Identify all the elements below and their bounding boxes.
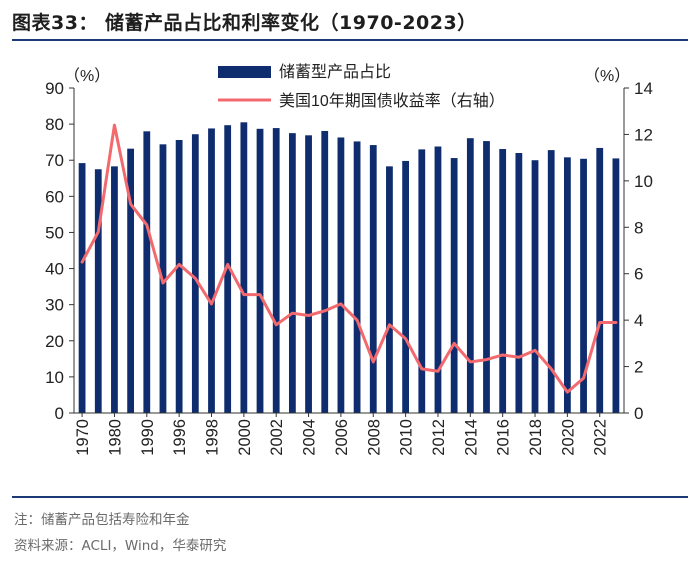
left-tick-label: 30 <box>45 296 64 315</box>
chart-title: 图表33： 储蓄产品占比和利率变化（1970-2023） <box>12 12 477 34</box>
legend-bar-swatch <box>218 66 271 78</box>
x-tick-label: 2004 <box>301 419 319 456</box>
bar-2008 <box>369 145 377 413</box>
footnote: 注：储蓄产品包括寿险和年金 <box>14 512 190 528</box>
left-tick-label: 70 <box>45 151 64 170</box>
bar-2009 <box>386 166 393 413</box>
bar-1970 <box>78 163 86 413</box>
x-tick-label: 2018 <box>527 419 545 456</box>
x-tick-label: 2010 <box>398 419 416 456</box>
bar-2017 <box>515 153 523 413</box>
bar-1996 <box>175 140 183 413</box>
bar-2007 <box>353 141 361 413</box>
legend-bar-label: 储蓄型产品占比 <box>279 63 391 81</box>
bar-2019 <box>547 150 555 414</box>
right-tick-label: 10 <box>634 172 653 191</box>
x-tick-label: 2022 <box>592 419 610 456</box>
bar-2012 <box>434 146 442 413</box>
left-tick-label: 10 <box>45 368 64 387</box>
x-tick-label: 2012 <box>430 419 448 456</box>
right-tick-label: 2 <box>634 358 643 377</box>
yield-line <box>80 123 618 394</box>
bar-1990 <box>143 131 151 413</box>
left-tick-label: 40 <box>45 260 64 279</box>
right-tick-label: 12 <box>634 125 653 144</box>
bar-2001 <box>256 128 264 413</box>
right-tick-label: 6 <box>634 265 643 284</box>
left-tick-label: 50 <box>45 223 64 242</box>
x-tick-label: 1980 <box>106 419 124 456</box>
bar-1998 <box>208 128 215 413</box>
bar-2021 <box>580 158 587 413</box>
line-layer <box>80 123 618 394</box>
bar-2010 <box>402 160 410 413</box>
x-tick-label: 1990 <box>139 419 157 456</box>
right-tick-label: 4 <box>634 311 643 330</box>
bar-2014 <box>466 138 474 413</box>
title-divider <box>12 39 688 41</box>
left-tick-label: 0 <box>55 404 64 423</box>
bar-1985 <box>127 148 135 414</box>
bar-2000 <box>240 122 248 413</box>
x-tick-label: 2016 <box>495 419 513 456</box>
x-tick-label: 2000 <box>236 419 254 456</box>
x-tick-label: 2002 <box>268 419 286 456</box>
bar-2005 <box>321 130 329 413</box>
right-tick-label: 14 <box>634 79 653 98</box>
x-tick-label: 1970 <box>74 419 92 456</box>
bar-2020 <box>563 157 571 413</box>
right-axis-unit: （%） <box>584 67 630 85</box>
x-tick-label: 1996 <box>171 419 189 456</box>
bar-1980 <box>111 166 118 413</box>
bar-2016 <box>499 149 507 413</box>
x-tick-label: 2014 <box>462 419 480 456</box>
left-tick-label: 60 <box>45 187 64 206</box>
bar-1997 <box>191 134 199 413</box>
bar-2006 <box>337 137 345 413</box>
x-tick-label: 2008 <box>365 419 383 456</box>
x-tick-label: 2006 <box>333 419 351 456</box>
bar-1999 <box>224 125 232 413</box>
left-tick-label: 20 <box>45 332 64 351</box>
bar-2023 <box>612 158 620 413</box>
left-tick-label: 80 <box>45 115 64 134</box>
left-tick-label: 90 <box>45 79 64 98</box>
x-tick-label: 1998 <box>204 419 222 456</box>
bar-1975 <box>94 169 102 413</box>
bars-layer <box>78 122 620 414</box>
bar-2022 <box>596 147 604 413</box>
bar-2002 <box>272 128 280 413</box>
bar-2003 <box>288 133 296 413</box>
right-tick-label: 0 <box>634 404 643 423</box>
footer-divider <box>12 496 688 498</box>
bar-2015 <box>483 141 490 413</box>
legend-line-label: 美国10年期国债收益率（右轴） <box>279 92 505 110</box>
right-tick-label: 8 <box>634 218 643 237</box>
source-note: 资料来源：ACLI，Wind，华泰研究 <box>14 538 227 554</box>
bar-2013 <box>450 158 458 413</box>
bar-2018 <box>531 160 539 413</box>
x-tick-label: 2020 <box>559 419 577 456</box>
bar-2004 <box>305 135 312 413</box>
left-axis-unit: （%） <box>64 67 110 85</box>
bar-2011 <box>418 149 426 413</box>
